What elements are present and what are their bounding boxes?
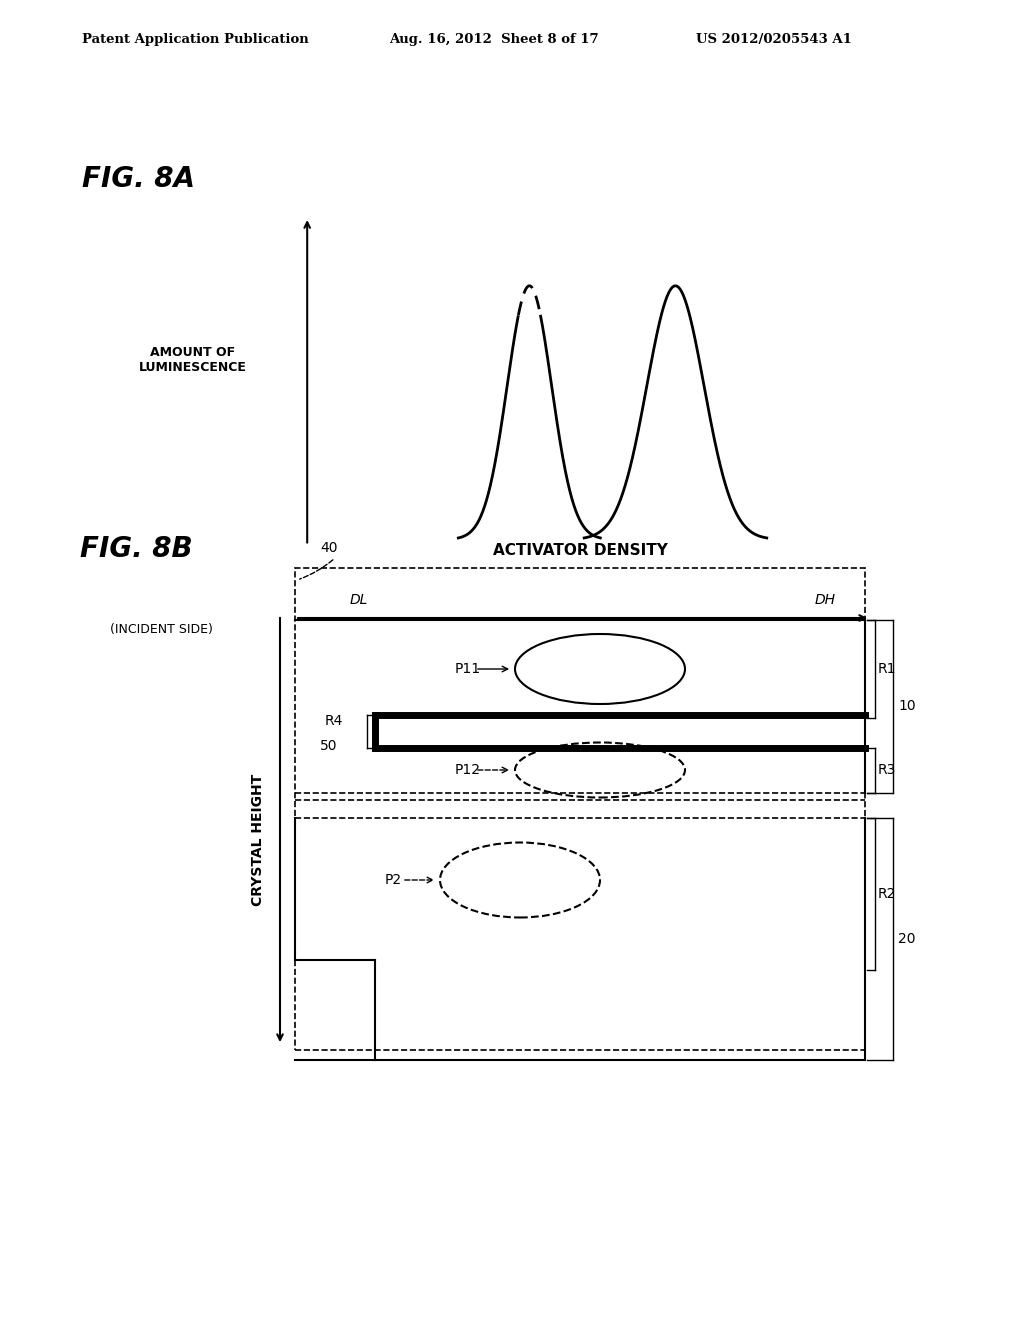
- Text: R3: R3: [878, 763, 896, 777]
- Text: R1: R1: [878, 663, 896, 676]
- Text: CRYSTAL HEIGHT: CRYSTAL HEIGHT: [251, 774, 265, 906]
- Text: FIG. 8A: FIG. 8A: [82, 165, 195, 193]
- Text: 50: 50: [319, 739, 338, 752]
- Text: Patent Application Publication: Patent Application Publication: [82, 33, 308, 46]
- Text: P11: P11: [455, 663, 481, 676]
- Text: R4: R4: [325, 714, 343, 729]
- Text: 10: 10: [898, 700, 915, 713]
- Text: FIG. 8B: FIG. 8B: [80, 535, 193, 564]
- Text: ACTIVATOR DENSITY: ACTIVATOR DENSITY: [493, 543, 668, 558]
- Text: 40: 40: [319, 541, 338, 554]
- Text: (INCIDENT SIDE): (INCIDENT SIDE): [110, 623, 213, 636]
- Text: R2: R2: [878, 887, 896, 902]
- Text: DH: DH: [815, 593, 836, 607]
- Text: Aug. 16, 2012  Sheet 8 of 17: Aug. 16, 2012 Sheet 8 of 17: [389, 33, 599, 46]
- Text: P12: P12: [455, 763, 481, 777]
- Bar: [295, 568, 865, 1049]
- Text: AMOUNT OF
LUMINESCENCE: AMOUNT OF LUMINESCENCE: [139, 346, 247, 375]
- Text: 20: 20: [898, 932, 915, 946]
- Text: US 2012/0205543 A1: US 2012/0205543 A1: [696, 33, 852, 46]
- Text: P2: P2: [385, 873, 402, 887]
- Text: DL: DL: [350, 593, 369, 607]
